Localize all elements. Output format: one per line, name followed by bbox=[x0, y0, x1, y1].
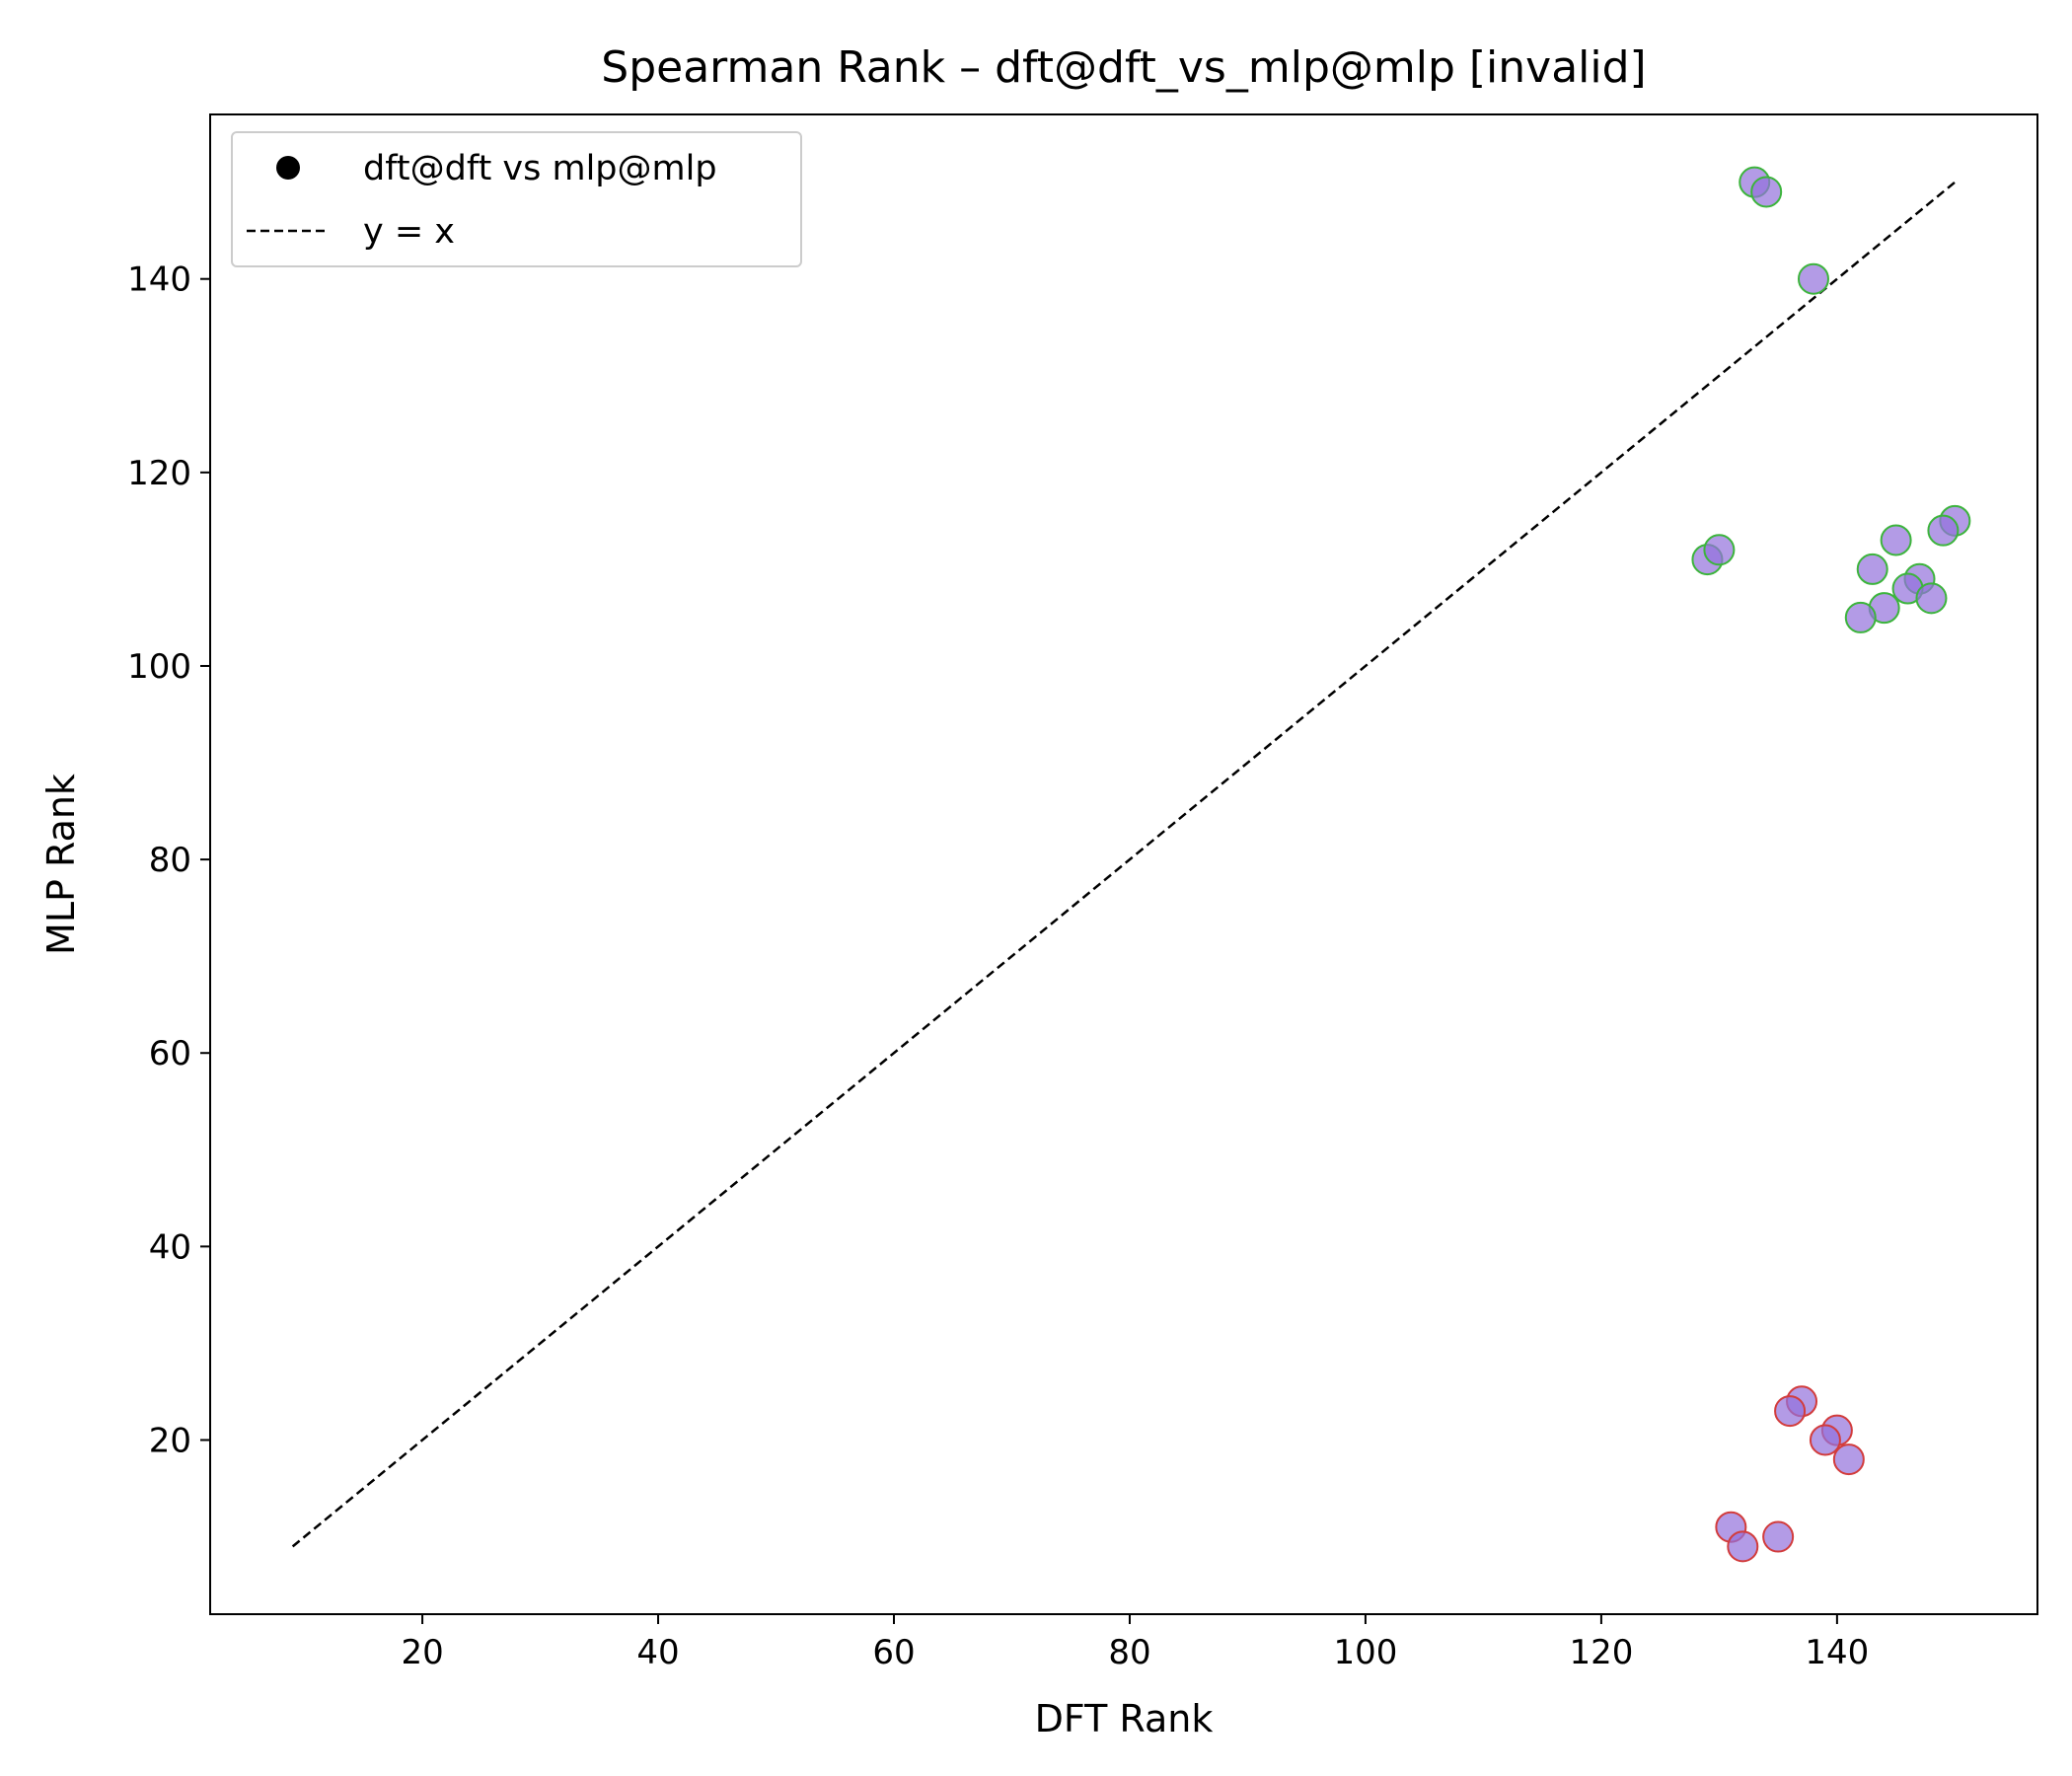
x-tick-label: 40 bbox=[636, 1633, 679, 1672]
data-points bbox=[1691, 166, 1971, 1563]
y-tick-label: 60 bbox=[149, 1034, 191, 1073]
x-axis-ticks: 20 40 60 80 100 120 140 bbox=[401, 1614, 1869, 1672]
legend-marker-points bbox=[276, 156, 300, 180]
scatter-point bbox=[1750, 176, 1783, 208]
legend: dft@dft vs mlp@mlp y = x bbox=[231, 131, 802, 267]
scatter-point bbox=[1832, 1443, 1865, 1476]
scatter-point bbox=[1774, 1395, 1807, 1428]
scatter-point bbox=[1915, 582, 1948, 615]
scatter-point bbox=[1762, 1520, 1795, 1553]
scatter-point bbox=[1703, 534, 1736, 566]
x-tick-label: 120 bbox=[1569, 1633, 1633, 1672]
scatter-point bbox=[1809, 1424, 1841, 1456]
x-tick-label: 80 bbox=[1108, 1633, 1150, 1672]
scatter-point bbox=[1927, 514, 1960, 547]
chart-title: Spearman Rank – dft@dft_vs_mlp@mlp [inva… bbox=[601, 42, 1646, 93]
y-axis-ticks: 20 40 60 80 100 120 140 bbox=[127, 260, 210, 1460]
legend-box bbox=[231, 131, 802, 267]
x-tick-label: 100 bbox=[1333, 1633, 1397, 1672]
scatter-point bbox=[1880, 524, 1912, 556]
y-tick-label: 100 bbox=[127, 647, 191, 687]
x-tick-label: 140 bbox=[1805, 1633, 1869, 1672]
legend-label-points: dft@dft vs mlp@mlp bbox=[363, 149, 717, 188]
scatter-point bbox=[1727, 1530, 1759, 1563]
legend-label-reference-line: y = x bbox=[363, 212, 455, 252]
y-tick-label: 140 bbox=[127, 260, 191, 300]
x-tick-label: 20 bbox=[401, 1633, 443, 1672]
y-axis-label: MLP Rank bbox=[39, 774, 83, 955]
scatter-point bbox=[1844, 601, 1877, 633]
scatter-point bbox=[1797, 262, 1829, 295]
y-tick-label: 120 bbox=[127, 454, 191, 493]
plot-frame bbox=[209, 113, 2038, 1615]
y-tick-label: 20 bbox=[149, 1421, 191, 1460]
scatter-point bbox=[1856, 553, 1888, 585]
y-tick-label: 80 bbox=[149, 841, 191, 880]
x-tick-label: 60 bbox=[872, 1633, 915, 1672]
x-axis-label: DFT Rank bbox=[1035, 1697, 1214, 1740]
y-tick-label: 40 bbox=[149, 1227, 191, 1267]
